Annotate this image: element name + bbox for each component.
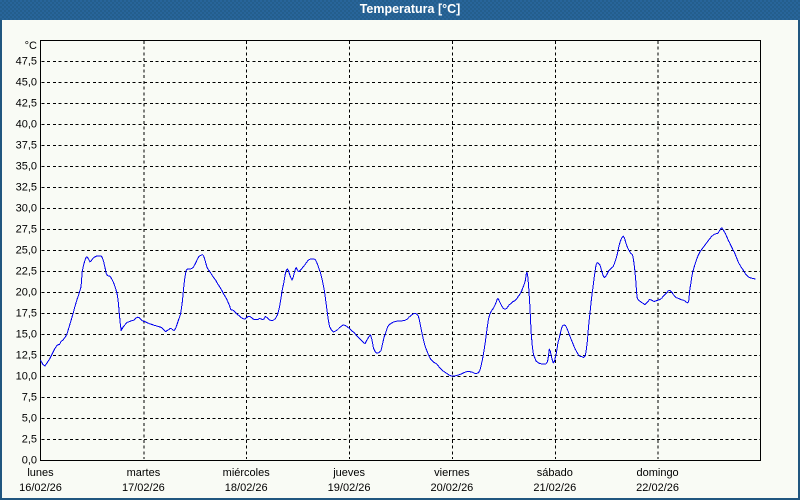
svg-text:45,0: 45,0 xyxy=(16,77,37,89)
svg-text:2,5: 2,5 xyxy=(22,434,37,446)
svg-text:20/02/26: 20/02/26 xyxy=(430,482,473,494)
svg-text:32,5: 32,5 xyxy=(16,182,37,194)
svg-text:18/02/26: 18/02/26 xyxy=(225,482,268,494)
svg-text:0,0: 0,0 xyxy=(22,455,37,467)
svg-text:40,0: 40,0 xyxy=(16,119,37,131)
svg-text:19/02/26: 19/02/26 xyxy=(328,482,371,494)
svg-text:37,5: 37,5 xyxy=(16,140,37,152)
svg-text:5,0: 5,0 xyxy=(22,413,37,425)
svg-text:10,0: 10,0 xyxy=(16,371,37,383)
svg-text:16/02/26: 16/02/26 xyxy=(19,482,62,494)
svg-text:viernes: viernes xyxy=(434,467,470,479)
svg-text:22,5: 22,5 xyxy=(16,266,37,278)
svg-text:21/02/26: 21/02/26 xyxy=(533,482,576,494)
svg-text:domingo: domingo xyxy=(636,467,678,479)
svg-text:°C: °C xyxy=(25,40,37,52)
svg-text:12,5: 12,5 xyxy=(16,350,37,362)
svg-text:17/02/26: 17/02/26 xyxy=(122,482,165,494)
svg-text:35,0: 35,0 xyxy=(16,161,37,173)
svg-text:sábado: sábado xyxy=(537,467,573,479)
svg-text:25,0: 25,0 xyxy=(16,245,37,257)
svg-text:lunes: lunes xyxy=(27,467,54,479)
svg-text:15,0: 15,0 xyxy=(16,329,37,341)
svg-text:miércoles: miércoles xyxy=(223,467,271,479)
svg-text:30,0: 30,0 xyxy=(16,203,37,215)
svg-text:17,5: 17,5 xyxy=(16,308,37,320)
svg-text:jueves: jueves xyxy=(332,467,365,479)
svg-text:22/02/26: 22/02/26 xyxy=(636,482,679,494)
svg-text:27,5: 27,5 xyxy=(16,224,37,236)
svg-text:20,0: 20,0 xyxy=(16,287,37,299)
svg-text:martes: martes xyxy=(127,467,161,479)
svg-text:7,5: 7,5 xyxy=(22,392,37,404)
svg-text:42,5: 42,5 xyxy=(16,98,37,110)
svg-text:47,5: 47,5 xyxy=(16,56,37,68)
